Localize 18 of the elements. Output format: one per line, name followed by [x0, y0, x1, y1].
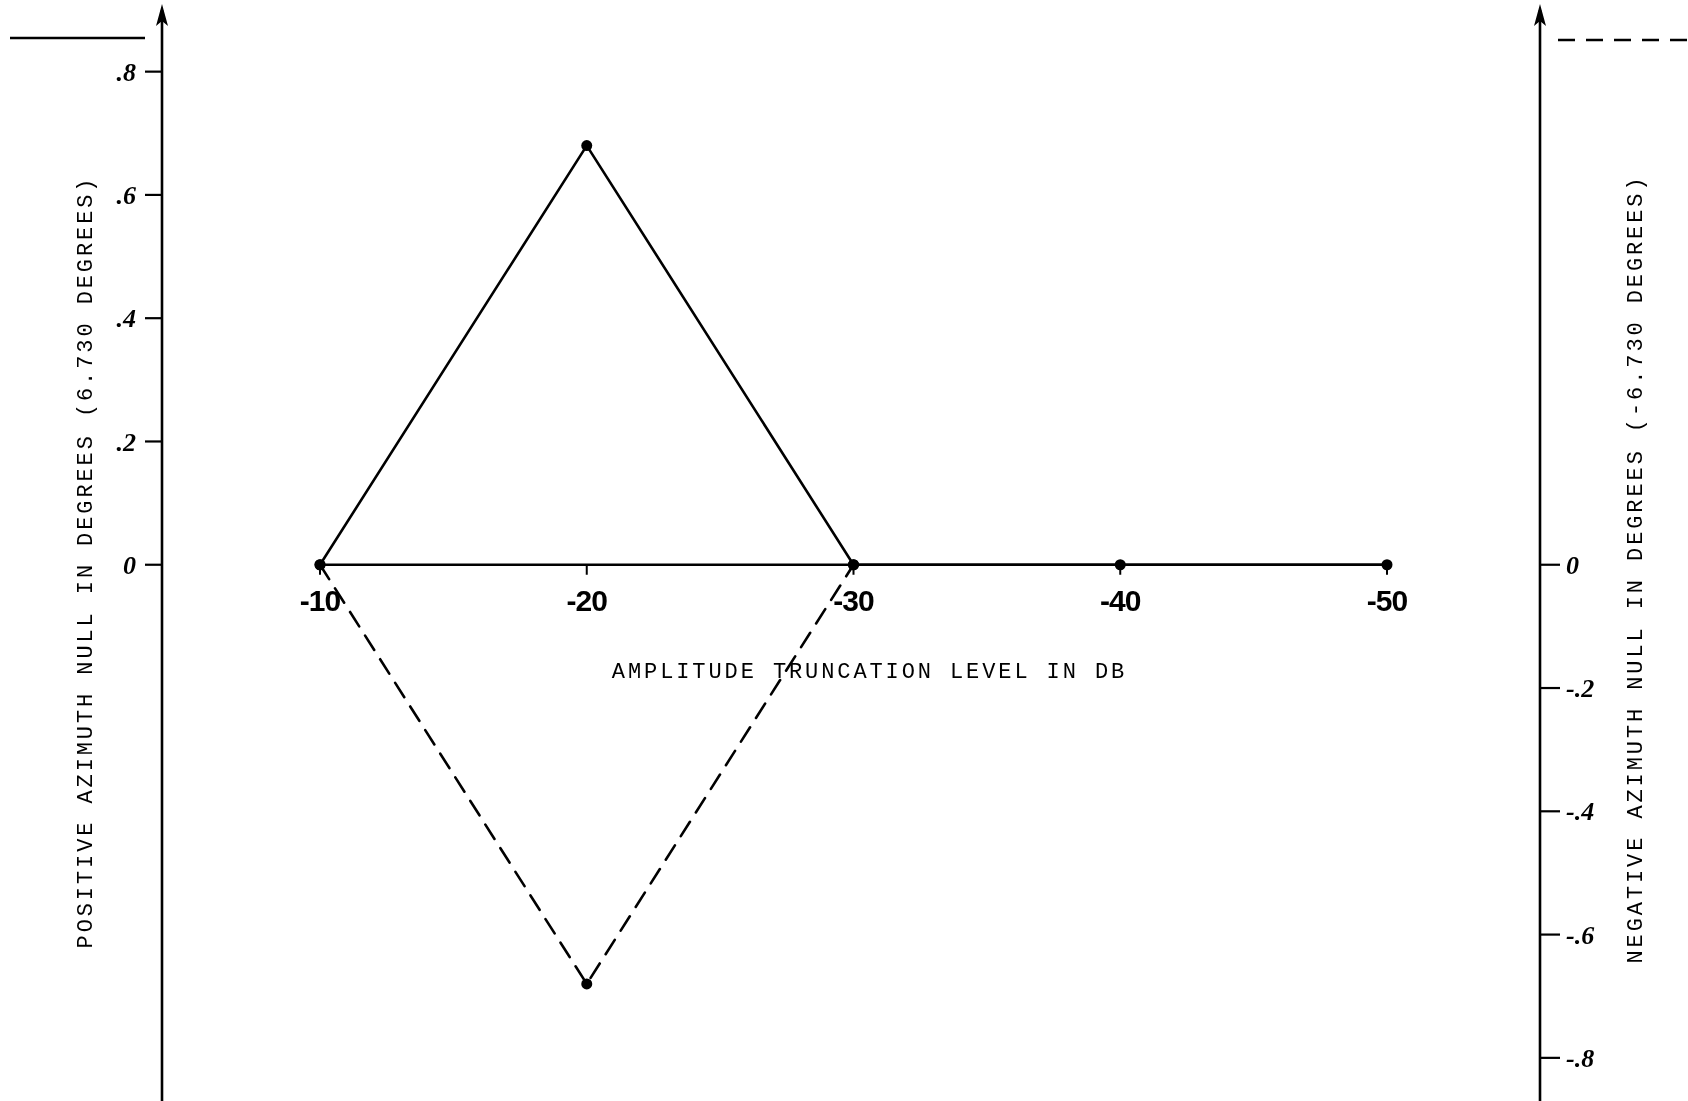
- y2-tick-label: -.4: [1566, 797, 1595, 827]
- y2-tick-label: -.6: [1566, 920, 1595, 950]
- y-tick-label: .4: [116, 304, 136, 334]
- x-axis-title: AMPLITUDE TRUNCATION LEVEL IN DB: [611, 660, 1128, 685]
- x-tick-label: -50: [1366, 583, 1408, 617]
- x-tick-label: -20: [566, 583, 608, 617]
- y-tick-label: .6: [116, 181, 136, 211]
- x-tick-label: -40: [1100, 583, 1141, 617]
- x-tick-label: -30: [833, 583, 874, 617]
- y2-tick-label: -.2: [1566, 674, 1595, 704]
- y-tick-label: .2: [116, 427, 136, 457]
- y2-tick-label: -.8: [1566, 1043, 1595, 1073]
- y2-tick-label: 0: [1566, 550, 1579, 580]
- x-tick-label: -10: [299, 583, 341, 617]
- y-tick-label: .8: [116, 57, 136, 87]
- y-axis-title: POSITIVE AZIMUTH NULL IN DEGREES (6.730 DEGREES): [74, 175, 99, 949]
- y-tick-label: 0: [123, 550, 136, 580]
- y2-axis-title: NEGATIVE AZIMUTH NULL IN DEGREES (-6.730 DEGREES): [1624, 174, 1649, 964]
